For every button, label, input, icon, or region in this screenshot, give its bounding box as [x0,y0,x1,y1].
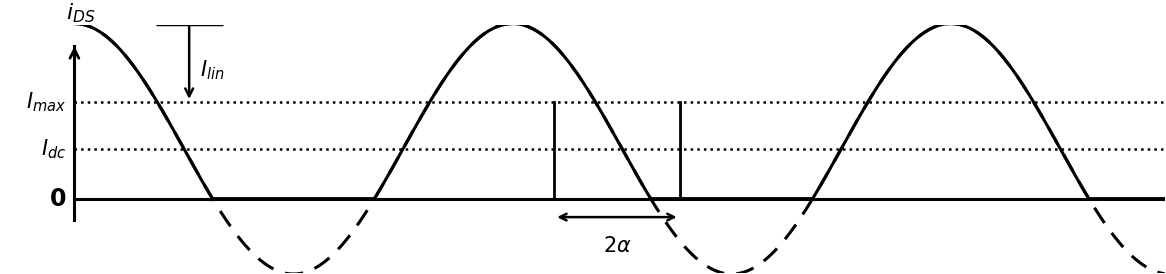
Text: $2\alpha$: $2\alpha$ [603,236,631,256]
Text: $i_{DS}$: $i_{DS}$ [66,1,96,25]
Text: $I_{dc}$: $I_{dc}$ [41,137,66,161]
Text: $I_{max}$: $I_{max}$ [26,90,66,114]
Text: $I_{lin}$: $I_{lin}$ [199,58,224,82]
Text: $\mathbf{0}$: $\mathbf{0}$ [49,187,66,211]
